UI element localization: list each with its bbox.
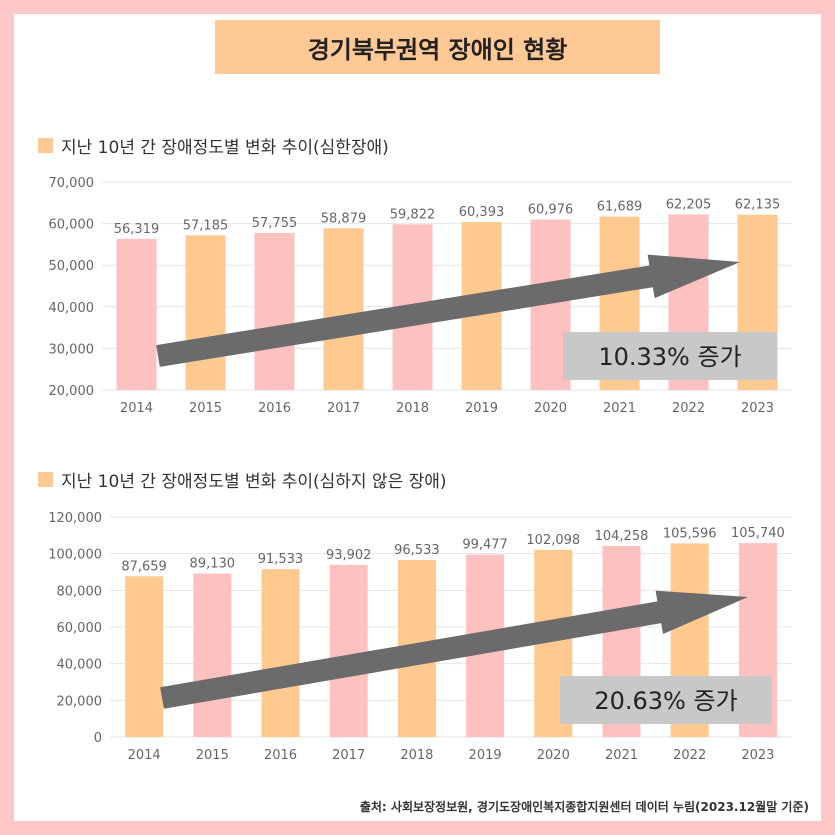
chart2-value-label: 104,258 (595, 529, 649, 544)
chart2-y-tick-label: 60,000 (57, 621, 103, 636)
chart1-title: 지난 10년 간 장애정도별 변화 추이(심한장애) (38, 133, 389, 158)
chart2-value-label: 87,659 (121, 559, 167, 574)
chart2-value-label: 99,477 (462, 538, 508, 553)
chart2-x-tick-label: 2017 (332, 748, 365, 763)
chart1-x-tick-label: 2023 (741, 401, 774, 416)
chart2-title-marker (38, 472, 53, 487)
chart1-y-tick-label: 20,000 (49, 384, 95, 399)
chart2-value-label: 105,740 (731, 526, 785, 541)
chart1-trend-arrow (156, 254, 740, 367)
chart1-bar (116, 238, 157, 390)
chart1-y-tick-label: 70,000 (49, 176, 95, 191)
chart1-title-marker (38, 138, 53, 153)
chart1-y-tick-label: 40,000 (49, 301, 95, 316)
chart2-title-text: 지난 10년 간 장애정도별 변화 추이(심하지 않은 장애) (61, 472, 447, 492)
chart1-value-label: 56,319 (114, 222, 160, 237)
chart2-value-label: 96,533 (394, 543, 440, 558)
chart1-y-tick-label: 60,000 (49, 218, 95, 233)
chart1-x-tick-label: 2019 (465, 401, 498, 416)
chart1-x-tick-label: 2020 (534, 401, 567, 416)
source-note: 출처: 사회보장정보원, 경기도장애인복지종합지원센터 데이터 누림(2023.… (359, 800, 809, 814)
chart1-x-tick-label: 2016 (258, 401, 291, 416)
chart2-svg: 0 20,000 40,000 60,000 80,000 100,000 120,000 8… (48, 511, 792, 763)
chart1-x-tick-label: 2017 (327, 401, 360, 416)
chart2-x-tick-label: 2023 (741, 748, 774, 763)
chart1-value-label: 60,393 (459, 205, 505, 220)
chart1-value-label: 62,135 (735, 198, 781, 213)
page-title: 경기북부권역 장애인 현황 (215, 20, 660, 74)
chart1-y-tick-label: 30,000 (49, 342, 95, 357)
chart1-x-tick-label: 2022 (672, 401, 705, 416)
chart1-bar (254, 232, 295, 390)
chart1-value-label: 61,689 (597, 200, 643, 215)
chart1-x-tick-label: 2018 (396, 401, 429, 416)
chart2-x-tick-label: 2021 (605, 748, 638, 763)
chart2-y-tick-label: 100,000 (48, 548, 102, 563)
chart2-x-tick-label: 2022 (673, 748, 706, 763)
chart2-bar (125, 576, 164, 737)
chart2-bar (193, 573, 232, 737)
chart2-y-tick-label: 20,000 (57, 694, 103, 709)
chart2-title: 지난 10년 간 장애정도별 변화 추이(심하지 않은 장애) (38, 467, 447, 492)
chart2-value-label: 102,098 (526, 533, 580, 548)
chart2-x-tick-label: 2014 (128, 748, 161, 763)
chart2-value-label: 93,902 (326, 548, 372, 563)
chart1-bar (185, 235, 226, 390)
chart2-annotation-box (560, 676, 772, 724)
chart1-value-label: 58,879 (321, 211, 367, 226)
chart2-y-tick-label: 40,000 (57, 658, 103, 673)
chart1-value-label: 62,205 (666, 197, 712, 212)
chart1-y-tick-label: 50,000 (49, 259, 95, 274)
chart1-value-label: 57,185 (183, 218, 229, 233)
chart2-y-tick-label: 0 (94, 731, 102, 746)
chart1-x-tick-label: 2021 (603, 401, 636, 416)
chart2-annotation-text: 20.63% 증가 (594, 687, 737, 715)
chart2-bar (329, 564, 368, 737)
chart2-y-tick-label: 80,000 (57, 584, 103, 599)
chart1-title-text: 지난 10년 간 장애정도별 변화 추이(심한장애) (61, 138, 389, 158)
chart1-svg: 20,000 30,000 40,000 50,000 60,000 70,000 56,3… (49, 176, 792, 416)
chart1-bar (323, 228, 364, 390)
chart1-value-label: 57,755 (252, 216, 298, 231)
chart2-trend-arrow (160, 590, 749, 709)
chart2-value-label: 89,130 (190, 557, 236, 572)
chart2-bar (261, 569, 300, 737)
chart2-x-tick-label: 2016 (264, 748, 297, 763)
chart1-x-tick-label: 2015 (189, 401, 222, 416)
chart2-x-tick-label: 2015 (196, 748, 229, 763)
chart2-y-tick-label: 120,000 (48, 511, 102, 526)
chart1-annotation-box (563, 332, 777, 380)
chart2-value-label: 105,596 (663, 526, 717, 541)
chart2-x-tick-label: 2018 (400, 748, 433, 763)
chart1-value-label: 59,822 (390, 207, 436, 222)
chart1-annotation-text: 10.33% 증가 (598, 343, 741, 371)
chart1-value-label: 60,976 (528, 203, 574, 218)
chart2-x-tick-label: 2020 (537, 748, 570, 763)
chart2-value-label: 91,533 (258, 552, 304, 567)
chart1-x-tick-label: 2014 (120, 401, 153, 416)
chart2-x-tick-label: 2019 (469, 748, 502, 763)
